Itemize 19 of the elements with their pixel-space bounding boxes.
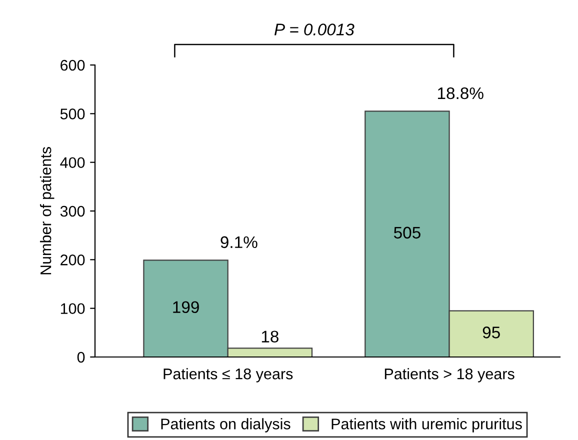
y-tick-label: 500 bbox=[60, 108, 85, 120]
data-label: 199 bbox=[173, 301, 199, 314]
text: P = 0.0013 bbox=[274, 24, 354, 36]
x-tick-label: Patients ≤ 18 years bbox=[164, 368, 293, 382]
data-label: 505 bbox=[394, 226, 420, 239]
annotation: 9.1% bbox=[220, 236, 258, 248]
legend-label: Patients on dialysis bbox=[161, 418, 290, 432]
annotation: 18.8% bbox=[438, 87, 484, 100]
data-label: 95 bbox=[482, 326, 500, 338]
y-tick-label: 0 bbox=[77, 352, 85, 363]
y-tick-label: 400 bbox=[60, 157, 85, 168]
x-tick-label: Patients > 18 years bbox=[384, 368, 514, 382]
y-tick-label: 600 bbox=[60, 60, 85, 71]
y-tick-label: 100 bbox=[60, 303, 85, 314]
data-label: 18 bbox=[262, 330, 278, 343]
y-axis-title: Number of patients bbox=[40, 147, 54, 274]
y-tick-label: 300 bbox=[60, 206, 85, 217]
legend-label: Patients with uremic pruritus bbox=[332, 418, 522, 432]
y-tick-label: 200 bbox=[60, 254, 85, 266]
